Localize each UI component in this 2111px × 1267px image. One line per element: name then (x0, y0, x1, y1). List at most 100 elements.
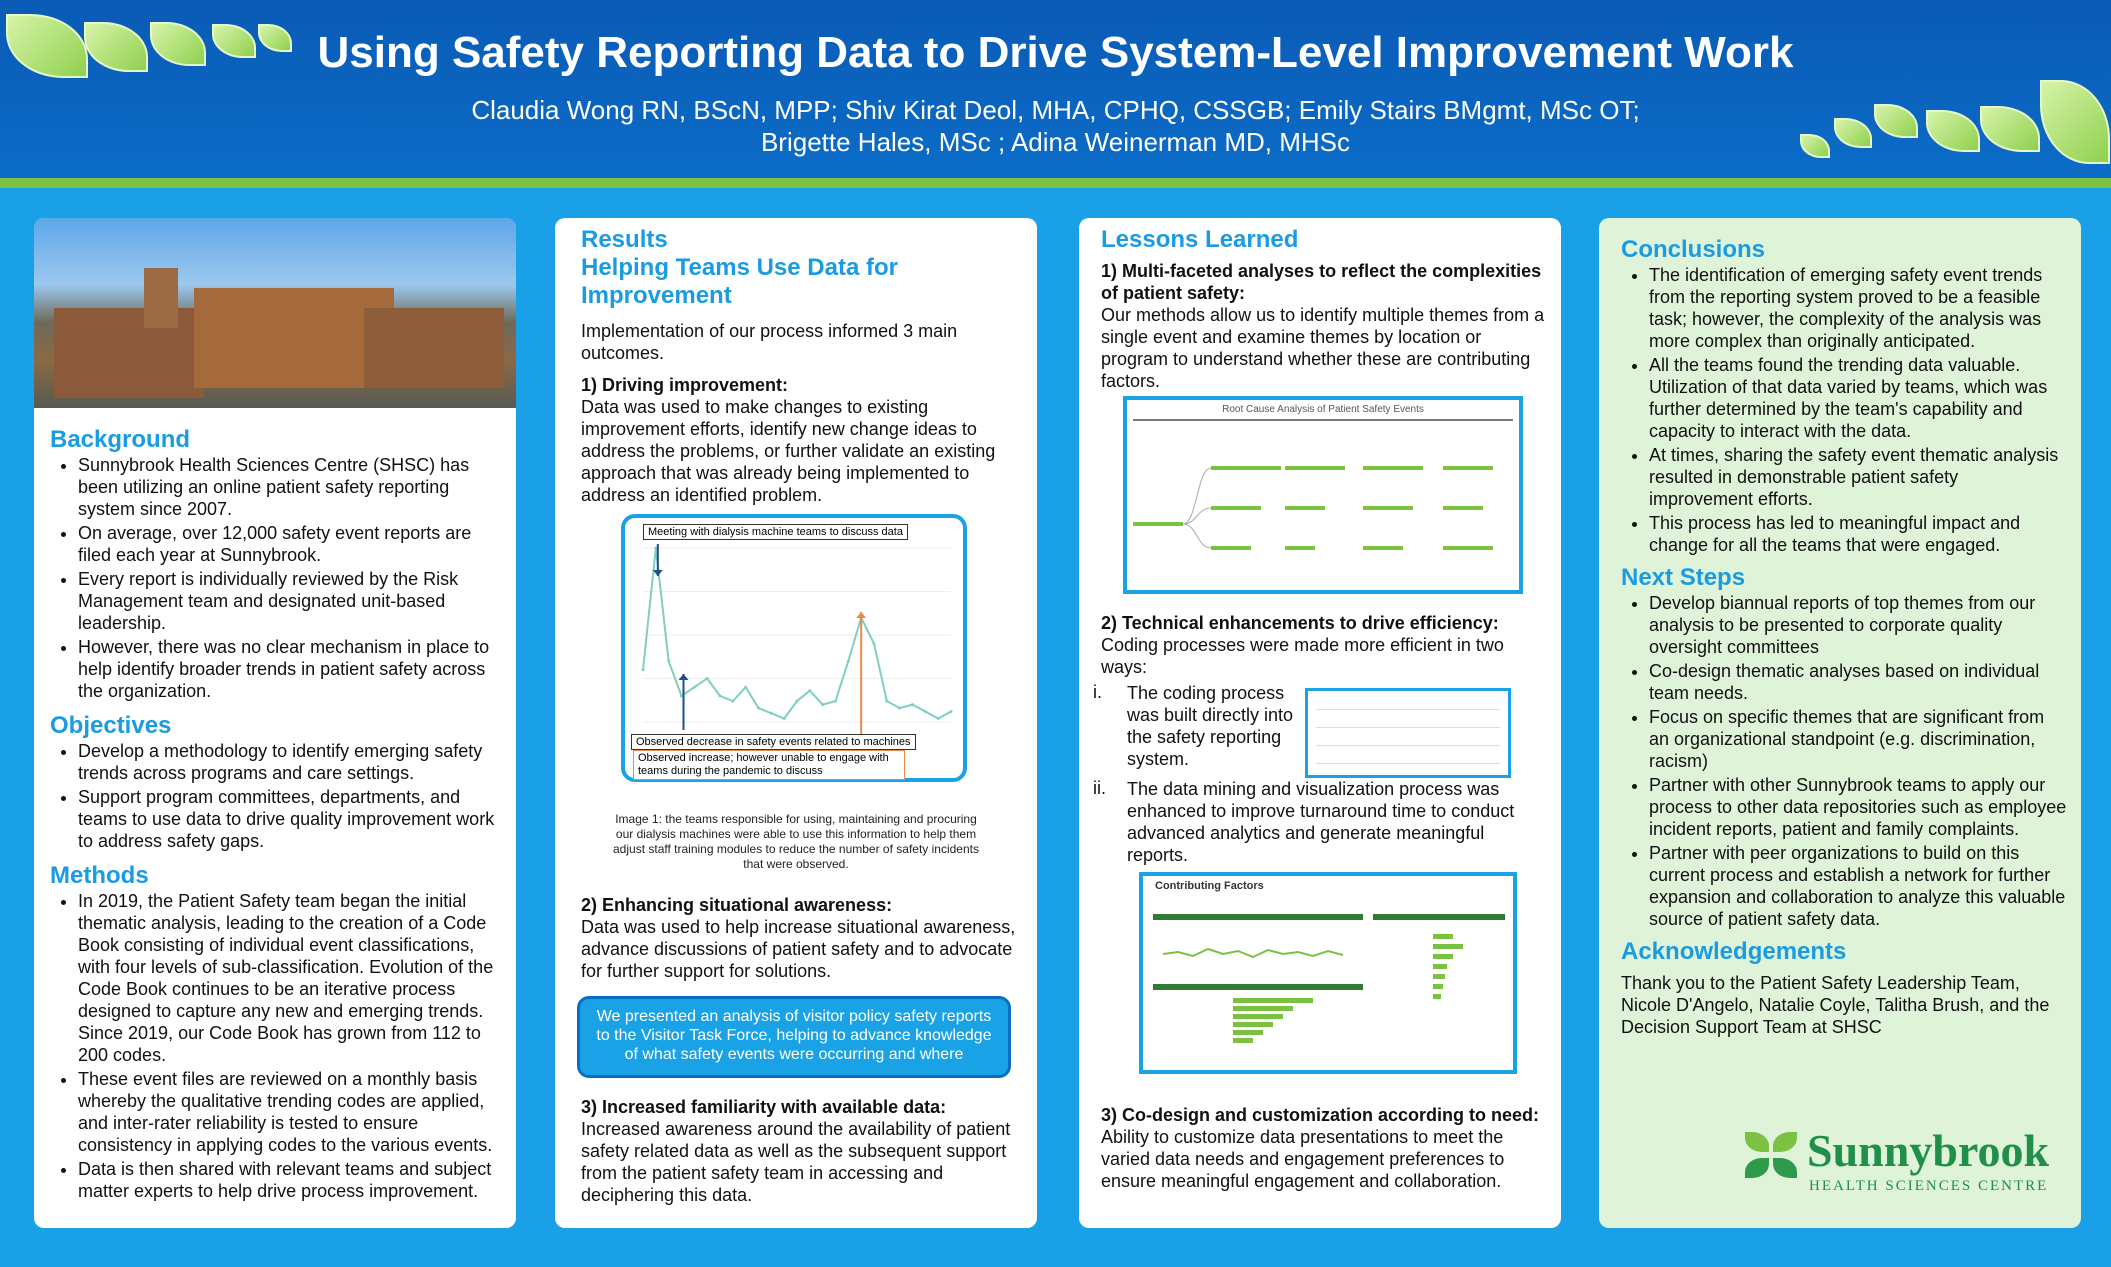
list-item: Develop biannual reports of top themes f… (1649, 592, 2067, 658)
list-item: This process has led to meaningful impac… (1649, 512, 2067, 556)
form-row (1316, 699, 1500, 710)
data-point (641, 668, 645, 672)
outcome-1-title: 1) Driving improvement: (581, 375, 789, 395)
objectives-list: Develop a methodology to identify emergi… (50, 740, 500, 852)
lesson-2-item-i-number: i. (1093, 682, 1102, 702)
form-row (1316, 735, 1500, 746)
visitor-callout: We presented an analysis of visitor poli… (577, 996, 1011, 1078)
data-point (795, 699, 799, 703)
list-item: Focus on specific themes that are signif… (1649, 706, 2067, 772)
authors-line-2: Brigette Hales, MSc ; Adina Weinerman MD… (760, 127, 1351, 157)
author-list: Claudia Wong RN, BScN, MPP; Shiv Kirat D… (0, 94, 2111, 158)
data-point (821, 703, 825, 707)
list-item: These event files are reviewed on a mont… (78, 1068, 500, 1156)
series-line (642, 547, 952, 720)
form-row (1316, 717, 1500, 728)
results-heading: Results (581, 226, 668, 253)
list-item: The identification of emerging safety ev… (1649, 264, 2067, 352)
data-point (782, 717, 786, 721)
outcome-3-text: Increased awareness around the availabil… (581, 1119, 1011, 1205)
root-cause-tree-screenshot: Root Cause Analysis of Patient Safety Ev… (1123, 396, 1523, 594)
list-item: Sunnybrook Health Sciences Centre (SHSC)… (78, 454, 500, 520)
outcome-2-title: 2) Enhancing situational awareness: (581, 895, 893, 915)
background-heading: Background (50, 426, 191, 453)
background-list: Sunnybrook Health Sciences Centre (SHSC)… (50, 454, 500, 702)
lesson-2-title: 2) Technical enhancements to drive effic… (1101, 613, 1499, 633)
form-row (1316, 753, 1500, 764)
header-divider (0, 178, 2111, 188)
arrow-increase-head (856, 612, 867, 618)
data-point (872, 642, 876, 646)
chart-note-top: Meeting with dialysis machine teams to d… (643, 524, 908, 540)
methods-heading: Methods (50, 862, 149, 889)
data-point (834, 699, 837, 703)
poster-title: Using Safety Reporting Data to Drive Sys… (317, 28, 1794, 77)
lesson-2-item-ii-number: ii. (1093, 778, 1106, 798)
logo-subtitle: HEALTH SCIENCES CENTRE (1809, 1178, 2049, 1194)
list-item: Data is then shared with relevant teams … (78, 1158, 500, 1202)
objectives-heading: Objectives (50, 712, 172, 739)
chart-note-mid: Observed decrease in safety events relat… (631, 734, 916, 750)
conclusions-heading: Conclusions (1621, 236, 1766, 263)
logo-wordmark: Sunnybrook (1807, 1125, 2050, 1176)
list-item: Co-design thematic analyses based on ind… (1649, 660, 2067, 704)
lesson-1-text: Our methods allow us to identify multipl… (1101, 305, 1545, 391)
dashboard-title: Contributing Factors (1155, 880, 1264, 892)
outcome-3-title: 3) Increased familiarity with available … (581, 1097, 947, 1117)
outcome-2-text: Data was used to help increase situation… (581, 917, 1016, 981)
building-shape (364, 308, 504, 388)
conclusions-list: The identification of emerging safety ev… (1621, 264, 2067, 556)
lesson-3-text: Ability to customize data presentations … (1101, 1127, 1505, 1191)
list-item: On average, over 12,000 safety event rep… (78, 522, 500, 566)
methods-list: In 2019, the Patient Safety team began t… (50, 890, 500, 1202)
data-point (744, 685, 748, 689)
list-item: However, there was no clear mechanism in… (78, 636, 500, 702)
dashboard-graphic (1153, 914, 1505, 1043)
results-intro: Implementation of our process informed 3… (581, 321, 958, 363)
data-point (885, 699, 889, 703)
logo-leaves-icon (1745, 1132, 1797, 1184)
poster-header: Using Safety Reporting Data to Drive Sys… (0, 0, 2111, 178)
data-point (680, 694, 683, 698)
list-item: Every report is individually reviewed by… (78, 568, 500, 634)
data-point (911, 703, 914, 707)
chart-note-bottom: Observed increase; however unable to eng… (633, 750, 905, 780)
data-point (769, 711, 773, 715)
tree-title: Root Cause Analysis of Patient Safety Ev… (1222, 404, 1424, 415)
data-point (757, 706, 760, 710)
arrow-decrease-head (678, 674, 689, 680)
list-item: Support program committees, departments,… (78, 786, 500, 852)
list-item: Partner with peer organizations to build… (1649, 842, 2067, 930)
line-chart (641, 544, 953, 746)
data-point (808, 689, 812, 693)
building-shape (54, 308, 204, 398)
tree-graphic (1133, 419, 1513, 550)
list-item: In 2019, the Patient Safety team began t… (78, 890, 500, 1066)
authors-line-1: Claudia Wong RN, BScN, MPP; Shiv Kirat D… (471, 95, 1640, 125)
lesson-2-item-i: The coding process was built directly in… (1127, 683, 1294, 769)
lesson-1-title: 1) Multi-faceted analyses to reflect the… (1101, 261, 1542, 303)
list-item: Partner with other Sunnybrook teams to a… (1649, 774, 2067, 840)
coding-form-screenshot (1305, 688, 1511, 778)
data-point (846, 659, 850, 663)
conclusions-panel: Conclusions The identification of emergi… (1599, 218, 2081, 1228)
results-panel: Results Helping Teams Use Data for Impro… (555, 218, 1037, 1228)
lessons-heading: Lessons Learned (1101, 226, 1299, 253)
acknowledgements-text: Thank you to the Patient Safety Leadersh… (1621, 973, 2050, 1037)
lessons-panel: Lessons Learned 1) Multi-faceted analyse… (1079, 218, 1561, 1228)
lesson-3-title: 3) Co-design and customization according… (1101, 1105, 1540, 1125)
data-point (936, 717, 940, 721)
data-point (692, 685, 696, 689)
list-item: At times, sharing the safety event thema… (1649, 444, 2067, 510)
next-steps-heading: Next Steps (1621, 564, 1746, 591)
tower-shape (144, 268, 178, 328)
list-item: Develop a methodology to identify emergi… (78, 740, 500, 784)
hospital-photo (34, 218, 516, 408)
outcome-1-text: Data was used to make changes to existin… (581, 397, 996, 505)
data-point (667, 659, 671, 663)
data-point (718, 694, 722, 698)
data-point (654, 546, 658, 550)
dialysis-chart: Meeting with dialysis machine teams to d… (621, 514, 967, 782)
data-point (705, 677, 709, 680)
contributing-factors-dashboard: Contributing Factors (1139, 872, 1517, 1074)
